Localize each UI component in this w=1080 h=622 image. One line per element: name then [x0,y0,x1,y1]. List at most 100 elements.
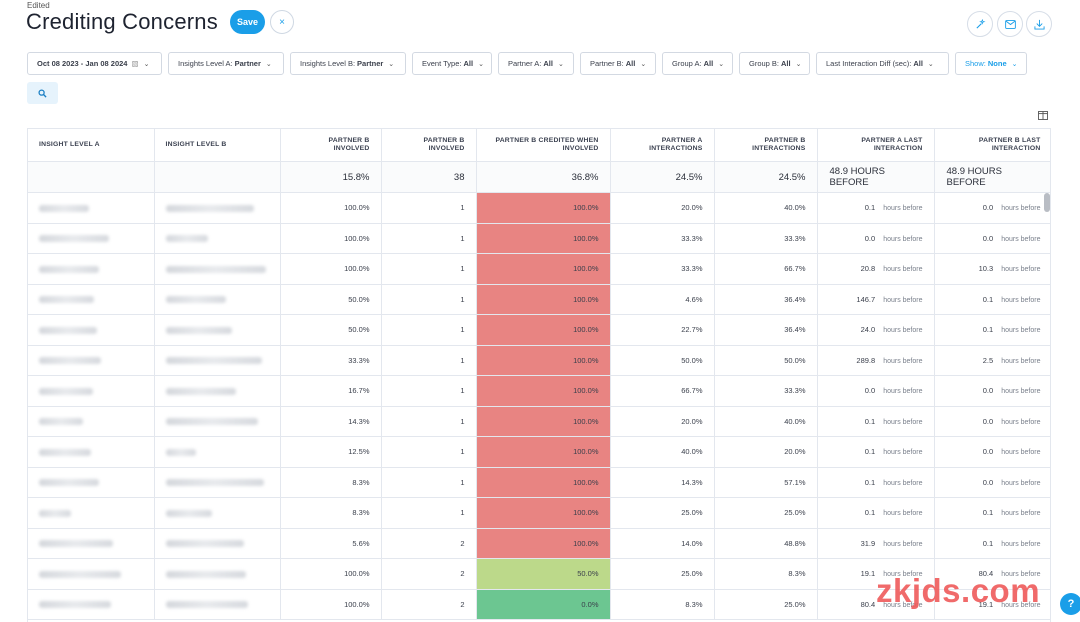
partner-b-last-interaction-cell: 19.1 hours before [934,589,1050,620]
table-row[interactable]: 5.6% 2 100.0% 14.0% 48.8% 31.9 hours before 0.1… [28,528,1050,559]
summary-cell [28,161,155,193]
insights-level-b-filter[interactable]: Insights Level B: Partner ⌄ [290,52,406,75]
insight-level-b-cell [154,192,281,224]
filter-value: Partner [357,59,384,68]
redacted-text [39,418,83,426]
partner-b-involved-pct-cell: 8.3% [280,497,382,529]
table-row[interactable]: 50.0% 1 100.0% 4.6% 36.4% 146.7 hours before 0.… [28,284,1050,315]
hours-value: 0.1 [864,477,876,487]
event-type-filter[interactable]: Event Type: All ⌄ [412,52,492,75]
redacted-text [165,479,264,487]
partner-a-interactions-cell: 25.0% [610,558,715,590]
filter-label: Insights Level B: [300,59,356,68]
hours-suffix: hours before [883,357,923,365]
table-row[interactable]: 16.7% 1 100.0% 66.7% 33.3% 0.0 hours before 0.0… [28,375,1050,407]
partner-b-filter[interactable]: Partner B: All ⌄ [580,52,656,75]
table-row[interactable]: 100.0% 1 100.0% 33.3% 66.7% 20.8 hours before 1… [28,253,1050,285]
partner-a-interactions-cell: 50.0% [610,345,715,376]
help-button[interactable]: ? [1060,593,1080,615]
partner-b-involved-cell: 2 [381,589,477,620]
partner-b-involved-pct-cell: 50.0% [280,284,382,315]
email-button[interactable] [997,11,1023,37]
group-b-filter[interactable]: Group B: All ⌄ [739,52,810,75]
column-header[interactable]: Insight Level A [28,129,155,162]
table-row[interactable]: 12.5% 1 100.0% 40.0% 20.0% 0.1 hours before 0.0… [28,436,1050,468]
hours-value: 0.1 [982,508,994,518]
save-button[interactable]: Save [230,10,265,34]
table-header: Insight Level A Insight Level B Partner … [28,129,1050,162]
columns-icon[interactable] [1038,111,1048,120]
filter-label: Group B: [749,59,780,68]
hours-value: 80.4 [978,569,994,579]
partner-b-last-interaction-cell: 0.0 hours before [934,467,1050,498]
column-header[interactable]: Partner A Interactions [610,129,715,162]
page-title: Crediting Concerns [26,9,218,34]
partner-b-involved-pct-cell: 12.5% [280,436,382,468]
table-row[interactable]: 8.3% 1 100.0% 25.0% 25.0% 0.1 hours before 0.1 h… [28,497,1050,529]
insight-level-a-cell [28,558,155,590]
column-header[interactable]: Insight Level B [154,129,281,162]
partner-b-interactions-cell: 36.4% [714,284,818,315]
search-button[interactable] [27,82,58,104]
insight-level-b-cell [154,314,281,346]
column-header[interactable]: Partner B Last Interaction [934,129,1050,162]
last-interaction-diff-filter[interactable]: Last Interaction Diff (sec): All ⌄ [816,52,949,75]
date-range-filter[interactable]: Oct 08 2023 - Jan 08 2024 ▧ ⌄ [27,52,162,75]
close-button[interactable]: × [270,10,294,34]
table-row[interactable]: 100.0% 2 50.0% 25.0% 8.3% 19.1 hours before 80.… [28,558,1050,590]
partner-b-interactions-cell: 66.7% [714,253,818,285]
magic-wand-button[interactable] [967,11,993,37]
hours-value: 0.0 [864,233,876,243]
column-header[interactable]: Partner A Last Interaction [817,129,935,162]
hours-value: 0.0 [982,233,994,243]
partner-a-filter[interactable]: Partner A: All ⌄ [498,52,574,75]
partner-b-last-interaction-cell: 0.1 hours before [934,528,1050,559]
hours-value: 146.7 [856,294,876,304]
table-row[interactable]: 8.3% 1 100.0% 14.3% 57.1% 0.1 hours before 0.0 h… [28,467,1050,498]
group-a-filter[interactable]: Group A: All ⌄ [662,52,733,75]
column-header[interactable]: Partner B Credited When Involved [476,129,611,162]
partner-a-last-interaction-cell: 19.1 hours before [817,558,935,590]
filter-value: All [913,59,923,68]
insight-level-a-cell [28,375,155,407]
hours-suffix: hours before [883,327,923,335]
hours-value: 19.1 [978,599,994,609]
summary-cell: 15.8% [280,161,382,193]
table-row[interactable]: 100.0% 1 100.0% 33.3% 33.3% 0.0 hours before 0.… [28,223,1050,254]
partner-a-interactions-cell: 22.7% [610,314,715,346]
download-button[interactable] [1026,11,1052,37]
partner-b-involved-pct-cell: 100.0% [280,253,382,285]
insights-level-a-filter[interactable]: Insights Level A: Partner ⌄ [168,52,284,75]
table-row[interactable]: 100.0% 2 0.0% 8.3% 25.0% 80.4 hours before 19.1… [28,589,1050,620]
watermark-text: zkjds.com [876,572,1041,609]
partner-b-interactions-cell: 36.4% [714,314,818,346]
partner-b-interactions-cell: 48.8% [714,528,818,559]
partner-b-involved-pct-cell: 100.0% [280,589,382,620]
show-filter[interactable]: Show: None ⌄ [955,52,1027,75]
column-header[interactable]: Partner B Involved [280,129,382,162]
chevron-down-icon: ⌄ [640,60,647,68]
table-row[interactable]: 50.0% 1 100.0% 22.7% 36.4% 24.0 hours before 0.… [28,314,1050,346]
hours-value: 0.1 [982,538,994,548]
redacted-text [165,570,246,578]
table-row[interactable]: 33.3% 1 100.0% 50.0% 50.0% 289.8 hours before 2… [28,345,1050,376]
hours-suffix: hours before [883,449,923,457]
hours-suffix: hours before [1001,479,1041,487]
magic-wand-icon [975,18,986,29]
chevron-down-icon: ⌄ [388,60,395,68]
column-header[interactable]: Partner B Interactions [714,129,818,162]
crediting-table: Insight Level A Insight Level B Partner … [27,128,1051,622]
partner-b-interactions-cell: 40.0% [714,406,818,437]
partner-a-last-interaction-cell: 0.0 hours before [817,375,935,407]
chevron-down-icon: ⌄ [265,60,272,68]
hours-value: 10.3 [978,264,994,274]
column-header[interactable]: Partner B Involved [381,129,477,162]
summary-cell: 24.5% [610,161,715,193]
table-scrollbar[interactable] [1044,193,1050,212]
partner-b-involved-pct-cell: 14.3% [280,406,382,437]
table-row[interactable]: 14.3% 1 100.0% 20.0% 40.0% 0.1 hours before 0.0… [28,406,1050,437]
table-row[interactable]: 100.0% 1 100.0% 20.0% 40.0% 0.1 hours before 0.… [28,192,1050,224]
partner-b-involved-cell: 1 [381,192,477,224]
partner-b-interactions-cell: 25.0% [714,497,818,529]
filter-label: Insights Level A: [178,59,233,68]
